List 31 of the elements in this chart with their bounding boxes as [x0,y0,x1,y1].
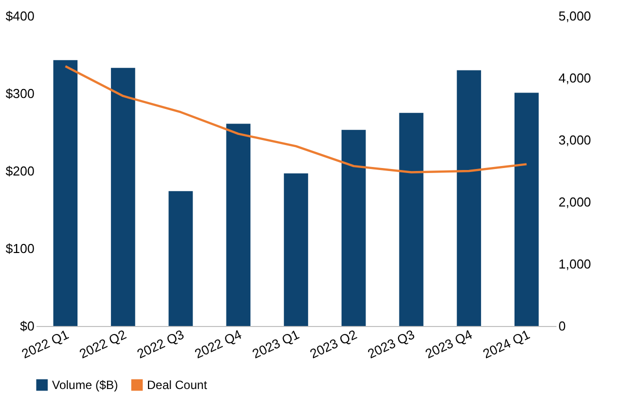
y2-tick-label: 4,000 [558,70,592,86]
x-tick-label: 2022 Q2 [77,326,129,362]
y2-tick-label: 2,000 [558,194,592,210]
bar [284,173,308,326]
bar [514,92,539,326]
y-tick-label: $300 [6,86,34,101]
y2-tick-label: 1,000 [558,256,592,272]
x-tick-label: 2024 Q1 [480,326,532,362]
bar [342,130,366,326]
x-tick-label: 2022 Q3 [134,326,186,362]
x-tick-label: 2023 Q4 [422,326,474,362]
x-tick-label: 2023 Q1 [250,326,302,362]
y-tick-label: $400 [6,8,34,24]
y2-tick-label: 5,000 [558,8,592,24]
bar [110,68,136,326]
bar [399,112,424,326]
bar [53,60,78,326]
line-series [64,65,528,174]
legend-label: Volume ($B) [52,378,118,392]
y-tick-label: $100 [6,241,34,256]
bar [168,191,193,326]
x-tick-label: 2023 Q3 [365,326,417,362]
y-tick-label: $200 [6,164,34,178]
legend-label: Deal Count [147,378,208,392]
y-tick-label: $0 [20,318,34,334]
x-tick-label: 2023 Q2 [308,326,360,362]
bar [226,124,250,326]
y2-tick-label: 3,000 [558,132,592,148]
bar [456,70,482,326]
x-tick-label: 2022 Q4 [192,326,244,362]
y2-tick-label: 0 [558,318,566,334]
